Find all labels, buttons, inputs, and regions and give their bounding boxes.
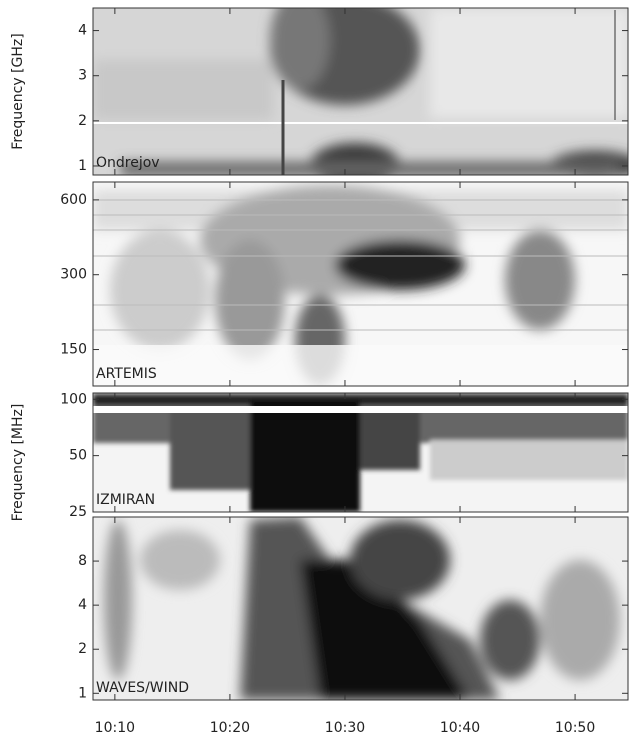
y-tick-label: 100: [60, 391, 87, 407]
streak: [93, 406, 628, 413]
shade: [480, 600, 540, 680]
shade: [350, 520, 450, 600]
spectrogram: [93, 182, 628, 386]
spectrogram: [93, 8, 628, 175]
shade: [540, 560, 620, 680]
texture: [93, 393, 628, 512]
texture: [104, 517, 620, 700]
shade: [110, 230, 210, 350]
shade: [93, 345, 628, 386]
y-tick-label: 1: [78, 685, 87, 701]
spectrogram: [93, 517, 628, 700]
spectrogram: [93, 393, 628, 512]
shade: [270, 8, 330, 90]
panel-label: ARTEMIS: [96, 366, 157, 382]
y-tick-label: 2: [78, 641, 87, 657]
frame: [92, 181, 629, 387]
y-tick-label: 4: [78, 597, 87, 613]
y-axis-label: Frequency [GHz]: [10, 33, 26, 149]
shade: [215, 240, 285, 360]
panel-label: WAVES/WIND: [96, 680, 189, 696]
y-tick-label: 1: [78, 158, 87, 174]
panel-label: Ondrejov: [96, 155, 160, 171]
frame: [92, 516, 629, 701]
shade: [120, 162, 620, 175]
shade: [430, 440, 628, 480]
y-axis-label: Frequency [MHz]: [10, 404, 26, 522]
y-tick-label: 300: [60, 267, 87, 283]
shade: [430, 8, 628, 118]
shade: [250, 400, 360, 512]
y-tick-label: 600: [60, 192, 87, 208]
y-tick-label: 150: [60, 342, 87, 358]
x-tick-label: 10:10: [95, 720, 135, 736]
frame: [92, 7, 629, 176]
shade: [360, 410, 420, 470]
panel-label: IZMIRAN: [96, 492, 155, 508]
shade: [335, 240, 465, 290]
shade: [93, 60, 273, 120]
texture: [93, 8, 628, 175]
shade: [170, 410, 260, 490]
x-tick-label: 10:40: [440, 720, 480, 736]
y-tick-label: 2: [78, 113, 87, 129]
frame: [92, 392, 629, 513]
shade: [300, 560, 470, 700]
y-tick-label: 8: [78, 553, 87, 569]
shade: [140, 530, 220, 590]
y-tick-label: 4: [78, 23, 87, 39]
y-tick-label: 25: [69, 504, 87, 520]
shade: [93, 395, 628, 405]
x-tick-label: 10:20: [210, 720, 250, 736]
y-tick-label: 3: [78, 68, 87, 84]
x-tick-label: 10:50: [555, 720, 595, 736]
y-tick-label: 50: [69, 448, 87, 464]
x-tick-label: 10:30: [325, 720, 365, 736]
shade: [505, 230, 575, 330]
shade: [104, 520, 132, 680]
